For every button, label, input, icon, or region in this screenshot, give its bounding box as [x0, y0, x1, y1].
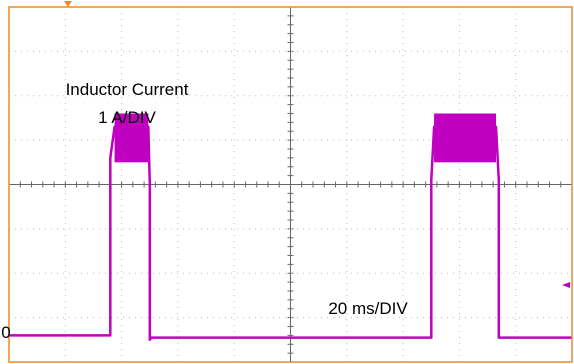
- ripple-band-2: [434, 113, 496, 163]
- annotation-vertical-scale: 1 A/DIV: [98, 108, 156, 127]
- zero-level-label: 0: [1, 323, 10, 342]
- screen-frame: [8, 6, 573, 363]
- ripple-band-1: [114, 113, 149, 163]
- inductor-current-trace: [9, 113, 572, 342]
- trigger-position-marker: [64, 1, 72, 7]
- graticule-grid: [8, 6, 573, 363]
- series-line-1: [9, 125, 572, 342]
- annotation-title: Inductor Current: [66, 80, 189, 99]
- trigger-level-marker: [562, 282, 570, 288]
- annotation-horizontal-scale: 20 ms/DIV: [328, 299, 408, 318]
